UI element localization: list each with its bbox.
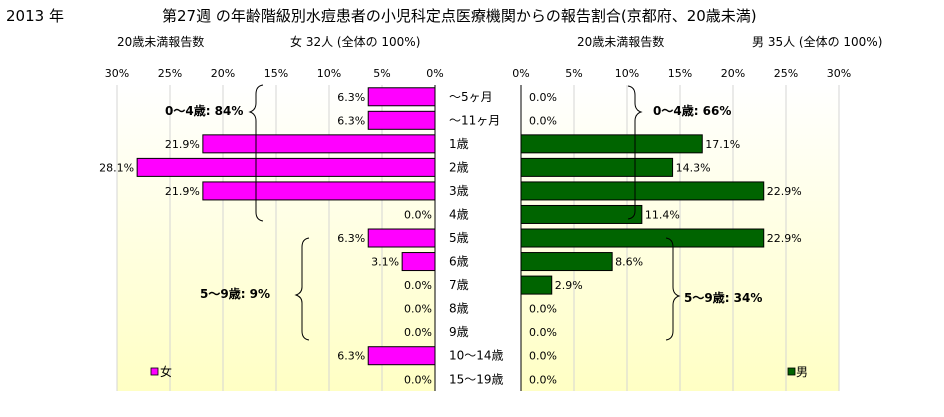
category-label: 10〜14歳 — [449, 349, 504, 363]
female-tick-label: 0% — [426, 67, 443, 80]
female-bar — [202, 181, 436, 201]
male-bar-label: 0.0% — [529, 303, 557, 316]
category-label: 4歳 — [449, 207, 469, 221]
male-bar-label: 14.3% — [676, 161, 711, 174]
male-bar-label: 0.0% — [529, 114, 557, 127]
female-bar-label: 21.9% — [165, 185, 200, 198]
category-label: 〜11ヶ月 — [449, 113, 500, 127]
male-bar — [520, 228, 765, 248]
female-tick-label: 15% — [264, 67, 288, 80]
female-subtitle-count-label: 20歳未満報告数 — [117, 35, 205, 49]
category-label: 6歳 — [449, 255, 469, 269]
female-bar — [401, 252, 436, 272]
male-bar — [520, 181, 765, 201]
male-group1-label: 0〜4歳: 66% — [653, 103, 731, 118]
female-bar-label: 0.0% — [404, 373, 432, 386]
female-tick-label: 5% — [373, 67, 390, 80]
female-group1-bracket — [248, 84, 264, 222]
year-label: 2013 年 — [6, 7, 64, 25]
male-legend-label: 男 — [796, 365, 808, 379]
female-bar-label: 0.0% — [404, 279, 432, 292]
male-tick-label: 20% — [721, 67, 745, 80]
female-bar-label: 21.9% — [165, 138, 200, 151]
female-bar-label: 3.1% — [371, 256, 399, 269]
male-tick-label: 25% — [774, 67, 798, 80]
male-bar — [520, 134, 703, 154]
female-bar-label: 0.0% — [404, 303, 432, 316]
female-bar — [367, 110, 436, 130]
female-legend-label: 女 — [160, 364, 172, 379]
female-tick-label: 30% — [105, 67, 129, 80]
category-label: 3歳 — [449, 184, 469, 198]
female-tick-label: 20% — [211, 67, 235, 80]
category-label: 5歳 — [449, 231, 469, 245]
male-bar — [520, 275, 553, 295]
female-bar — [367, 228, 436, 248]
category-label: 9歳 — [449, 325, 469, 339]
male-bar-label: 0.0% — [529, 373, 557, 386]
category-label: 1歳 — [449, 137, 469, 151]
male-tick-label: 5% — [565, 67, 582, 80]
female-bar — [136, 157, 436, 177]
female-bar — [202, 134, 436, 154]
male-bar — [520, 157, 674, 177]
female-bar-label: 0.0% — [404, 208, 432, 221]
female-group2-bracket — [294, 237, 310, 341]
female-legend-swatch — [150, 367, 159, 376]
male-subtitle-count-label: 20歳未満報告数 — [577, 35, 665, 49]
male-group2-bracket — [665, 237, 681, 341]
male-bar-label: 8.6% — [615, 256, 643, 269]
male-bar-label: 22.9% — [767, 185, 802, 198]
male-group2-label: 5〜9歳: 34% — [684, 290, 762, 305]
category-label: 15〜19歳 — [449, 372, 504, 386]
category-label: 7歳 — [449, 278, 469, 292]
female-bar-label: 28.1% — [99, 161, 134, 174]
male-bar-label: 17.1% — [705, 138, 740, 151]
female-bar-label: 6.3% — [337, 232, 365, 245]
female-bar-label: 6.3% — [337, 350, 365, 363]
male-bar-label: 0.0% — [529, 326, 557, 339]
female-bar-label: 0.0% — [404, 326, 432, 339]
female-bar-label: 6.3% — [337, 91, 365, 104]
category-label: 2歳 — [449, 160, 469, 174]
category-label: 8歳 — [449, 302, 469, 316]
female-group1-label: 0〜4歳: 84% — [165, 103, 243, 118]
male-bar-label: 11.4% — [645, 208, 680, 221]
female-tick-label: 10% — [317, 67, 341, 80]
male-bar-label: 0.0% — [529, 91, 557, 104]
male-bar — [520, 252, 613, 272]
male-bar-label: 0.0% — [529, 350, 557, 363]
male-bar — [520, 204, 643, 224]
female-bar — [367, 87, 436, 107]
male-tick-label: 15% — [668, 67, 692, 80]
male-group1-bracket — [627, 85, 643, 220]
female-group2-label: 5〜9歳: 9% — [200, 286, 270, 301]
male-legend-swatch — [787, 367, 796, 376]
category-label: 〜5ヶ月 — [449, 90, 493, 104]
female-bar — [367, 346, 436, 366]
female-bar-label: 6.3% — [337, 114, 365, 127]
male-tick-label: 30% — [827, 67, 851, 80]
female-subtitle-total: 女 32人 (全体の 100%) — [290, 35, 421, 49]
male-bar-label: 22.9% — [767, 232, 802, 245]
male-tick-label: 10% — [615, 67, 639, 80]
male-bar-label: 2.9% — [555, 279, 583, 292]
chart-title: 第27週 の年齢階級別水痘患者の小児科定点医療機関からの報告割合(京都府、20歳… — [162, 7, 757, 25]
male-tick-label: 0% — [512, 67, 529, 80]
female-tick-label: 25% — [158, 67, 182, 80]
male-subtitle-total: 男 35人 (全体の 100%) — [752, 35, 883, 49]
